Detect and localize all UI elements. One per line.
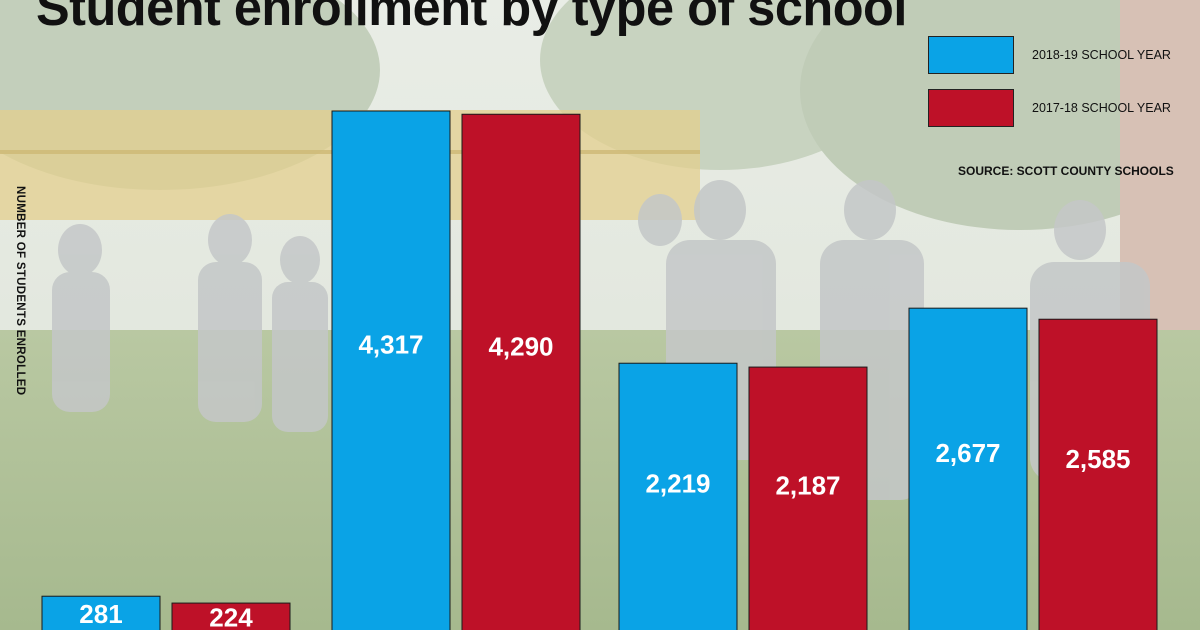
bar-2018-19-3 (618, 362, 738, 630)
bar-2018-19-2 (331, 110, 451, 630)
value-label-2017-18-1: 224 (209, 603, 253, 630)
bar-2017-18-1 (171, 602, 291, 630)
legend-item-2017-18: 2017-18 SCHOOL YEAR (928, 89, 1171, 127)
bar-2018-19-1 (41, 595, 161, 630)
legend-label-2017-18: 2017-18 SCHOOL YEAR (1032, 101, 1171, 115)
y-axis-label: NUMBER OF STUDENTS ENROLLED (14, 186, 26, 396)
bar-2017-18-2 (461, 113, 581, 630)
value-label-2017-18-4: 2,585 (1065, 444, 1130, 474)
bar-2018-19-4 (908, 307, 1028, 630)
legend-swatch-2017-18 (928, 89, 1014, 127)
bar-2017-18-4 (1038, 318, 1158, 630)
value-label-2018-19-3: 2,219 (645, 468, 710, 498)
bar-2017-18-3 (748, 366, 868, 630)
legend-item-2018-19: 2018-19 SCHOOL YEAR (928, 36, 1171, 74)
value-label-2017-18-2: 4,290 (488, 331, 553, 361)
source-note: SOURCE: SCOTT COUNTY SCHOOLS (958, 164, 1174, 178)
legend-label-2018-19: 2018-19 SCHOOL YEAR (1032, 48, 1171, 62)
value-label-2017-18-3: 2,187 (775, 470, 840, 500)
legend-swatch-2018-19 (928, 36, 1014, 74)
value-label-2018-19-2: 4,317 (358, 330, 423, 360)
value-label-2018-19-4: 2,677 (935, 438, 1000, 468)
chart-title: Student enrollment by type of school (36, 0, 907, 37)
value-label-2018-19-1: 281 (79, 599, 122, 629)
